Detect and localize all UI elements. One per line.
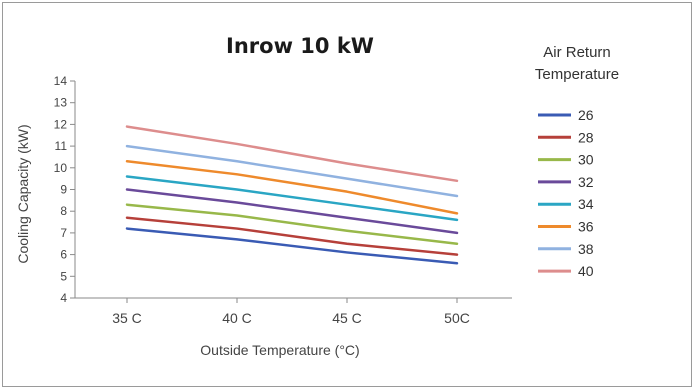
legend-title: Air Return Temperature: [534, 44, 620, 83]
y-tick-label: 4: [60, 291, 67, 305]
y-tick-label: 11: [55, 139, 68, 153]
y-tick-label: 8: [60, 204, 67, 218]
legend-label-40: 40: [578, 263, 594, 279]
x-tick-label: 45 C: [332, 310, 362, 326]
y-tick-label: 5: [60, 269, 67, 283]
series-line-26: [125, 227, 459, 265]
legend-label-26: 26: [578, 107, 594, 123]
y-tick-label: 14: [54, 74, 68, 88]
series-line-40: [125, 125, 459, 183]
legend-label-34: 34: [578, 196, 594, 212]
x-tick-label: 35 C: [112, 310, 142, 326]
y-tick-label: 9: [60, 183, 67, 197]
series-line-30: [125, 203, 459, 245]
series-line-38: [125, 144, 459, 198]
series-line-32: [125, 188, 459, 235]
x-axis-label: Outside Temperature (°C): [200, 342, 360, 358]
legend-label-36: 36: [578, 219, 594, 235]
series-line-34: [125, 175, 459, 222]
legend-label-28: 28: [578, 129, 594, 145]
legend-label-30: 30: [578, 152, 594, 168]
series-line-28: [125, 216, 459, 256]
y-tick-label: 6: [60, 248, 67, 262]
legend-label-32: 32: [578, 174, 594, 190]
y-tick-label: 10: [54, 161, 68, 175]
series-line-36: [125, 160, 459, 215]
y-tick-label: 12: [54, 117, 68, 131]
x-tick-label: 50C: [444, 310, 470, 326]
legend-label-38: 38: [578, 241, 594, 257]
y-tick-label: 13: [54, 96, 68, 110]
x-tick-label: 40 C: [222, 310, 252, 326]
chart-title: Inrow 10 kW: [226, 34, 374, 58]
y-tick-label: 7: [60, 226, 67, 240]
